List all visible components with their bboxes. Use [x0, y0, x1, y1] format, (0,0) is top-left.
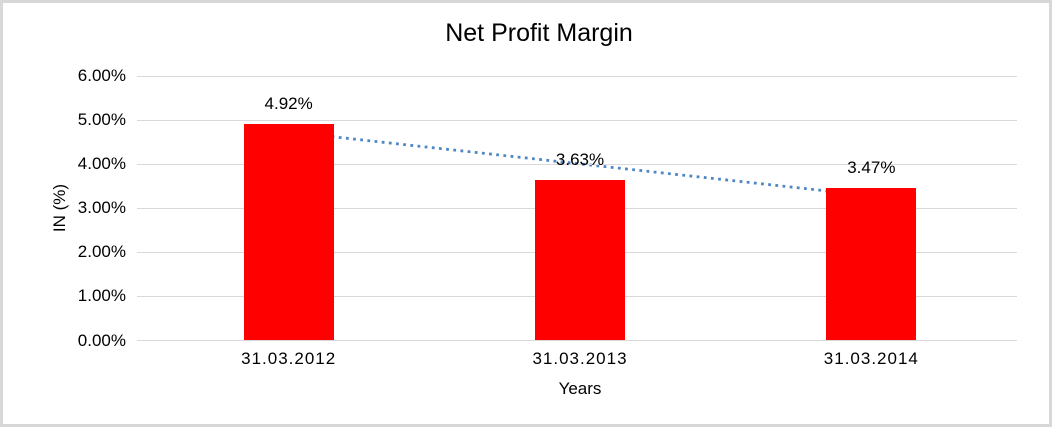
bar-data-label: 3.63%: [555, 150, 605, 170]
gridline: [137, 163, 1017, 165]
bar-31.03.2012[interactable]: [243, 123, 334, 341]
x-tick-label: 31.03.2014: [823, 349, 919, 368]
y-tick-label: 5.00%: [77, 110, 126, 130]
gridline: [137, 119, 1017, 121]
bar-31.03.2013[interactable]: [535, 180, 625, 341]
bar-data-label: 3.47%: [847, 157, 896, 177]
bar-data-label: 4.92%: [264, 93, 313, 113]
x-axis-title: Years: [558, 379, 602, 398]
y-tick-label: 6.00%: [77, 66, 126, 85]
y-tick-label: 0.00%: [77, 330, 126, 350]
y-tick-label: 2.00%: [77, 242, 126, 262]
y-tick-label: 4.00%: [77, 154, 126, 174]
x-tick-label: 31.03.2013: [532, 349, 628, 368]
y-tick-label: 1.00%: [77, 286, 126, 306]
gridline: [137, 75, 1017, 77]
chart-title[interactable]: Net Profit Margin: [445, 19, 633, 47]
x-tick-label: 31.03.2012: [241, 349, 337, 368]
bar-31.03.2014[interactable]: [826, 187, 917, 341]
gridline: [137, 340, 1017, 341]
y-tick-label: 3.00%: [77, 198, 126, 218]
